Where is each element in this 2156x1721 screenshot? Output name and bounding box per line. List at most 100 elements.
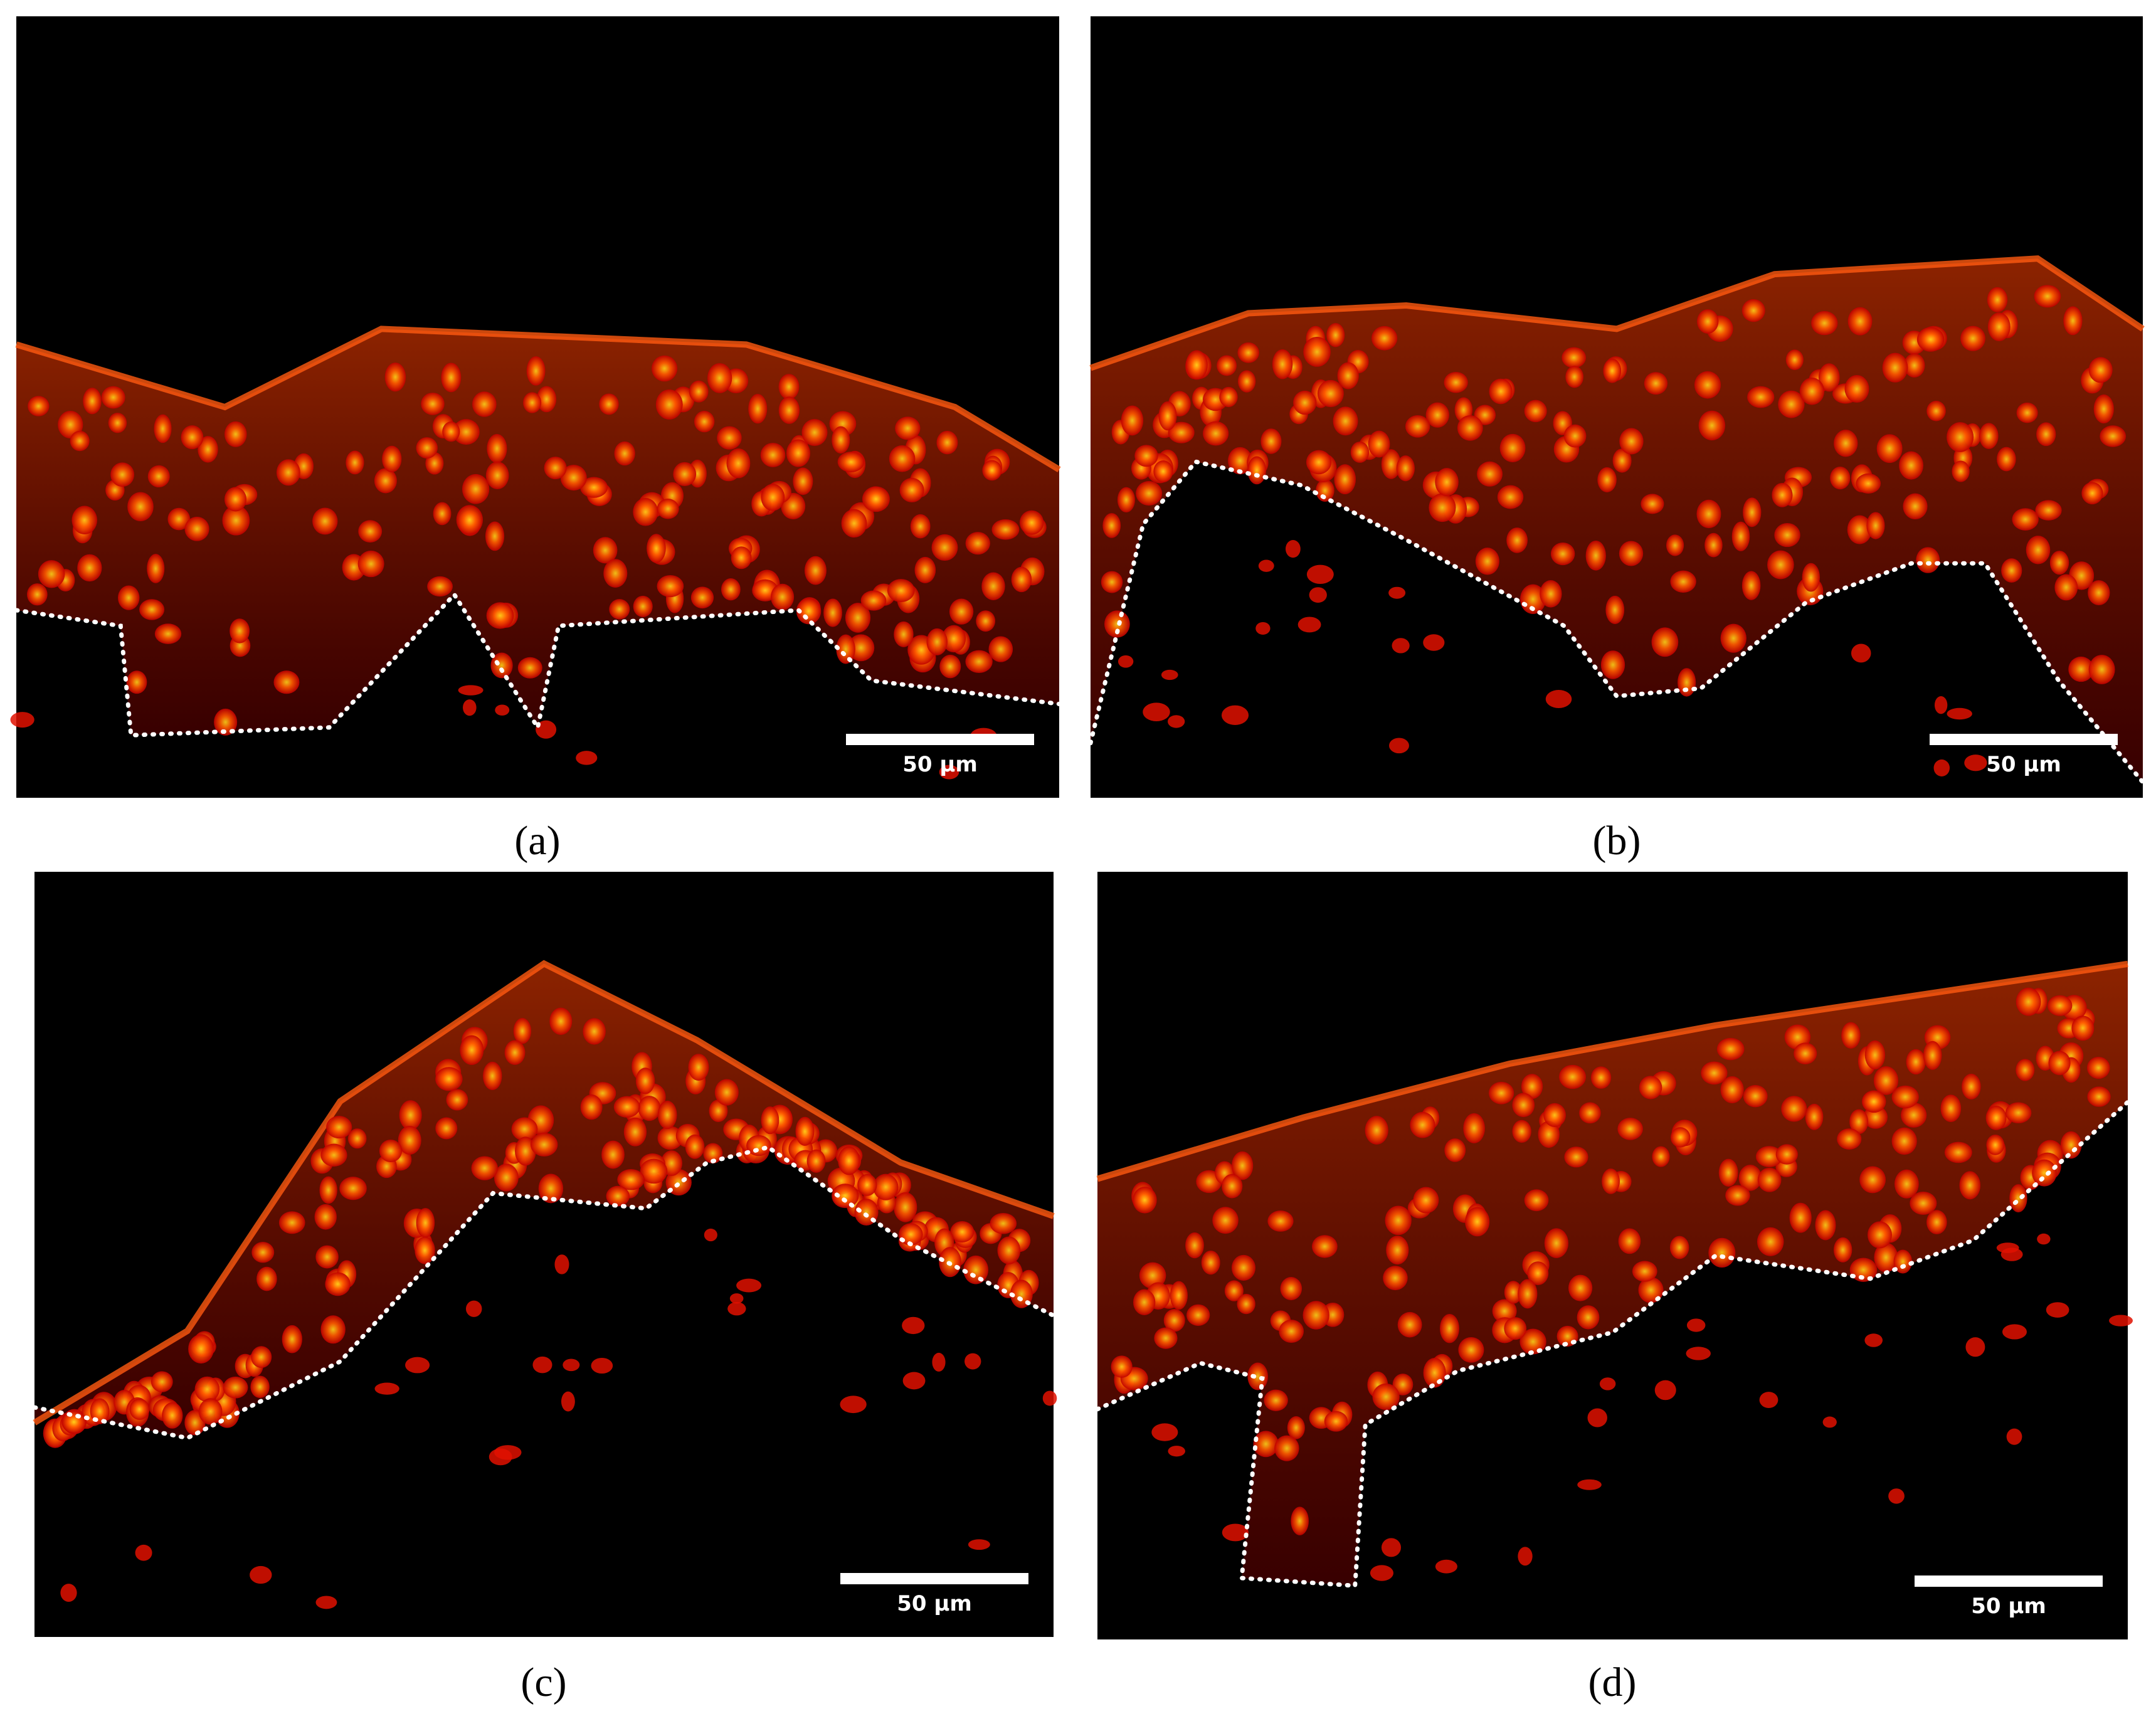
dermal-cell [2002, 1324, 2027, 1340]
cell-nucleus [2032, 1159, 2057, 1187]
cell-nucleus [1170, 1281, 1188, 1310]
cell-nucleus [108, 413, 127, 433]
cell-nucleus [230, 618, 250, 643]
cell-nucleus [1563, 424, 1587, 448]
dermal-cell [1389, 738, 1409, 754]
cell-nucleus [1429, 493, 1456, 522]
scale-bar [1930, 734, 2118, 745]
dermal-cell [1964, 755, 1987, 771]
cell-nucleus [1274, 1435, 1299, 1461]
cell-nucleus [801, 419, 828, 446]
cell-nucleus [873, 1173, 899, 1200]
cell-nucleus [1849, 1109, 1869, 1135]
cell-nucleus [1287, 1416, 1305, 1439]
cell-nucleus [1154, 1327, 1178, 1349]
cell-nucleus [471, 1156, 498, 1180]
cell-nucleus [2068, 656, 2094, 682]
cell-nucleus [1876, 434, 1903, 463]
cell-nucleus [1518, 1279, 1538, 1309]
cell-nucleus [1882, 352, 1908, 383]
cell-nucleus [1947, 422, 1974, 452]
cell-nucleus [181, 425, 204, 450]
dermal-cell [1222, 1523, 1249, 1542]
cell-nucleus [673, 462, 697, 487]
cell-nucleus [1538, 1121, 1560, 1148]
cell-nucleus [1280, 1277, 1303, 1301]
cell-nucleus [526, 356, 546, 386]
cell-nucleus [110, 462, 135, 487]
cell-nucleus [2016, 1059, 2035, 1081]
cell-nucleus [657, 575, 684, 598]
cell-nucleus [1565, 366, 1584, 388]
dermal-cell [1151, 1423, 1178, 1441]
cell-nucleus [28, 396, 50, 416]
stratum-corneum [33, 960, 1055, 1426]
cell-nucleus [2087, 1056, 2110, 1079]
micrograph-panel: 50 µm [1095, 872, 2133, 1639]
dermal-cell [968, 1539, 990, 1550]
cell-nucleus [1837, 1128, 1862, 1150]
cell-nucleus [223, 1376, 248, 1399]
cell-nucleus [1666, 534, 1684, 556]
cell-nucleus [2048, 1051, 2071, 1076]
dermal-cell [1370, 1565, 1394, 1581]
cell-nucleus [1527, 1261, 1549, 1286]
cell-nucleus [1334, 464, 1356, 495]
cell-nucleus [1272, 349, 1293, 379]
cell-nucleus [1134, 445, 1158, 467]
cell-nucleus [1444, 1138, 1466, 1162]
cell-nucleus [1906, 1049, 1926, 1075]
cell-nucleus [761, 1106, 779, 1135]
cell-nucleus [167, 507, 191, 531]
cell-nucleus [1579, 1102, 1601, 1124]
cell-nucleus [38, 560, 65, 588]
cell-nucleus [1874, 1242, 1898, 1273]
cell-nucleus [949, 598, 974, 625]
cell-nucleus [538, 1173, 564, 1204]
cell-nucleus [147, 465, 170, 488]
cell-nucleus [1396, 455, 1415, 482]
dermal-cell [532, 1356, 552, 1374]
cell-nucleus [278, 1211, 305, 1234]
cell-nucleus [347, 1128, 367, 1149]
cell-nucleus [1267, 1210, 1294, 1232]
cell-nucleus [2081, 482, 2103, 505]
cell-nucleus [154, 414, 172, 443]
dermal-cell [1759, 1392, 1778, 1409]
cell-nucleus [1772, 482, 1793, 507]
cell-nucleus [1237, 1293, 1255, 1315]
cell-nucleus [1891, 1127, 1917, 1155]
cell-nucleus [623, 1117, 647, 1146]
cell-nucleus [965, 650, 993, 674]
panel-label: (a) [514, 818, 560, 864]
cell-nucleus [1960, 326, 1985, 351]
cell-nucleus [1985, 1105, 2007, 1130]
cell-nucleus [1704, 532, 1723, 558]
cell-nucleus [1757, 1167, 1782, 1192]
dermal-cell [536, 720, 557, 739]
cell-nucleus [1350, 442, 1370, 463]
cell-nucleus [685, 1134, 705, 1159]
cell-nucleus [1747, 386, 1775, 408]
cell-nucleus [1718, 1158, 1738, 1187]
cell-nucleus [1019, 510, 1044, 535]
cell-nucleus [647, 534, 666, 563]
cell-nucleus [1497, 485, 1524, 509]
scale-bar-label: 50 µm [1986, 752, 2061, 777]
cell-nucleus [2087, 1086, 2111, 1107]
cell-nucleus [1669, 1236, 1689, 1259]
cell-nucleus [1899, 451, 1923, 480]
cell-nucleus [151, 1371, 173, 1392]
dermal-cell [729, 1293, 744, 1304]
dermal-cell [10, 712, 34, 728]
cell-nucleus [1678, 668, 1696, 697]
dermal-cell [250, 1565, 272, 1584]
cell-nucleus [1600, 650, 1625, 679]
panel-label: (c) [521, 1660, 566, 1705]
cell-nucleus [1916, 547, 1940, 573]
cell-nucleus [936, 430, 958, 455]
cell-nucleus [731, 546, 752, 569]
cell-nucleus [1222, 1173, 1243, 1199]
cell-nucleus [2060, 1131, 2082, 1159]
dermal-cell [902, 1316, 925, 1335]
